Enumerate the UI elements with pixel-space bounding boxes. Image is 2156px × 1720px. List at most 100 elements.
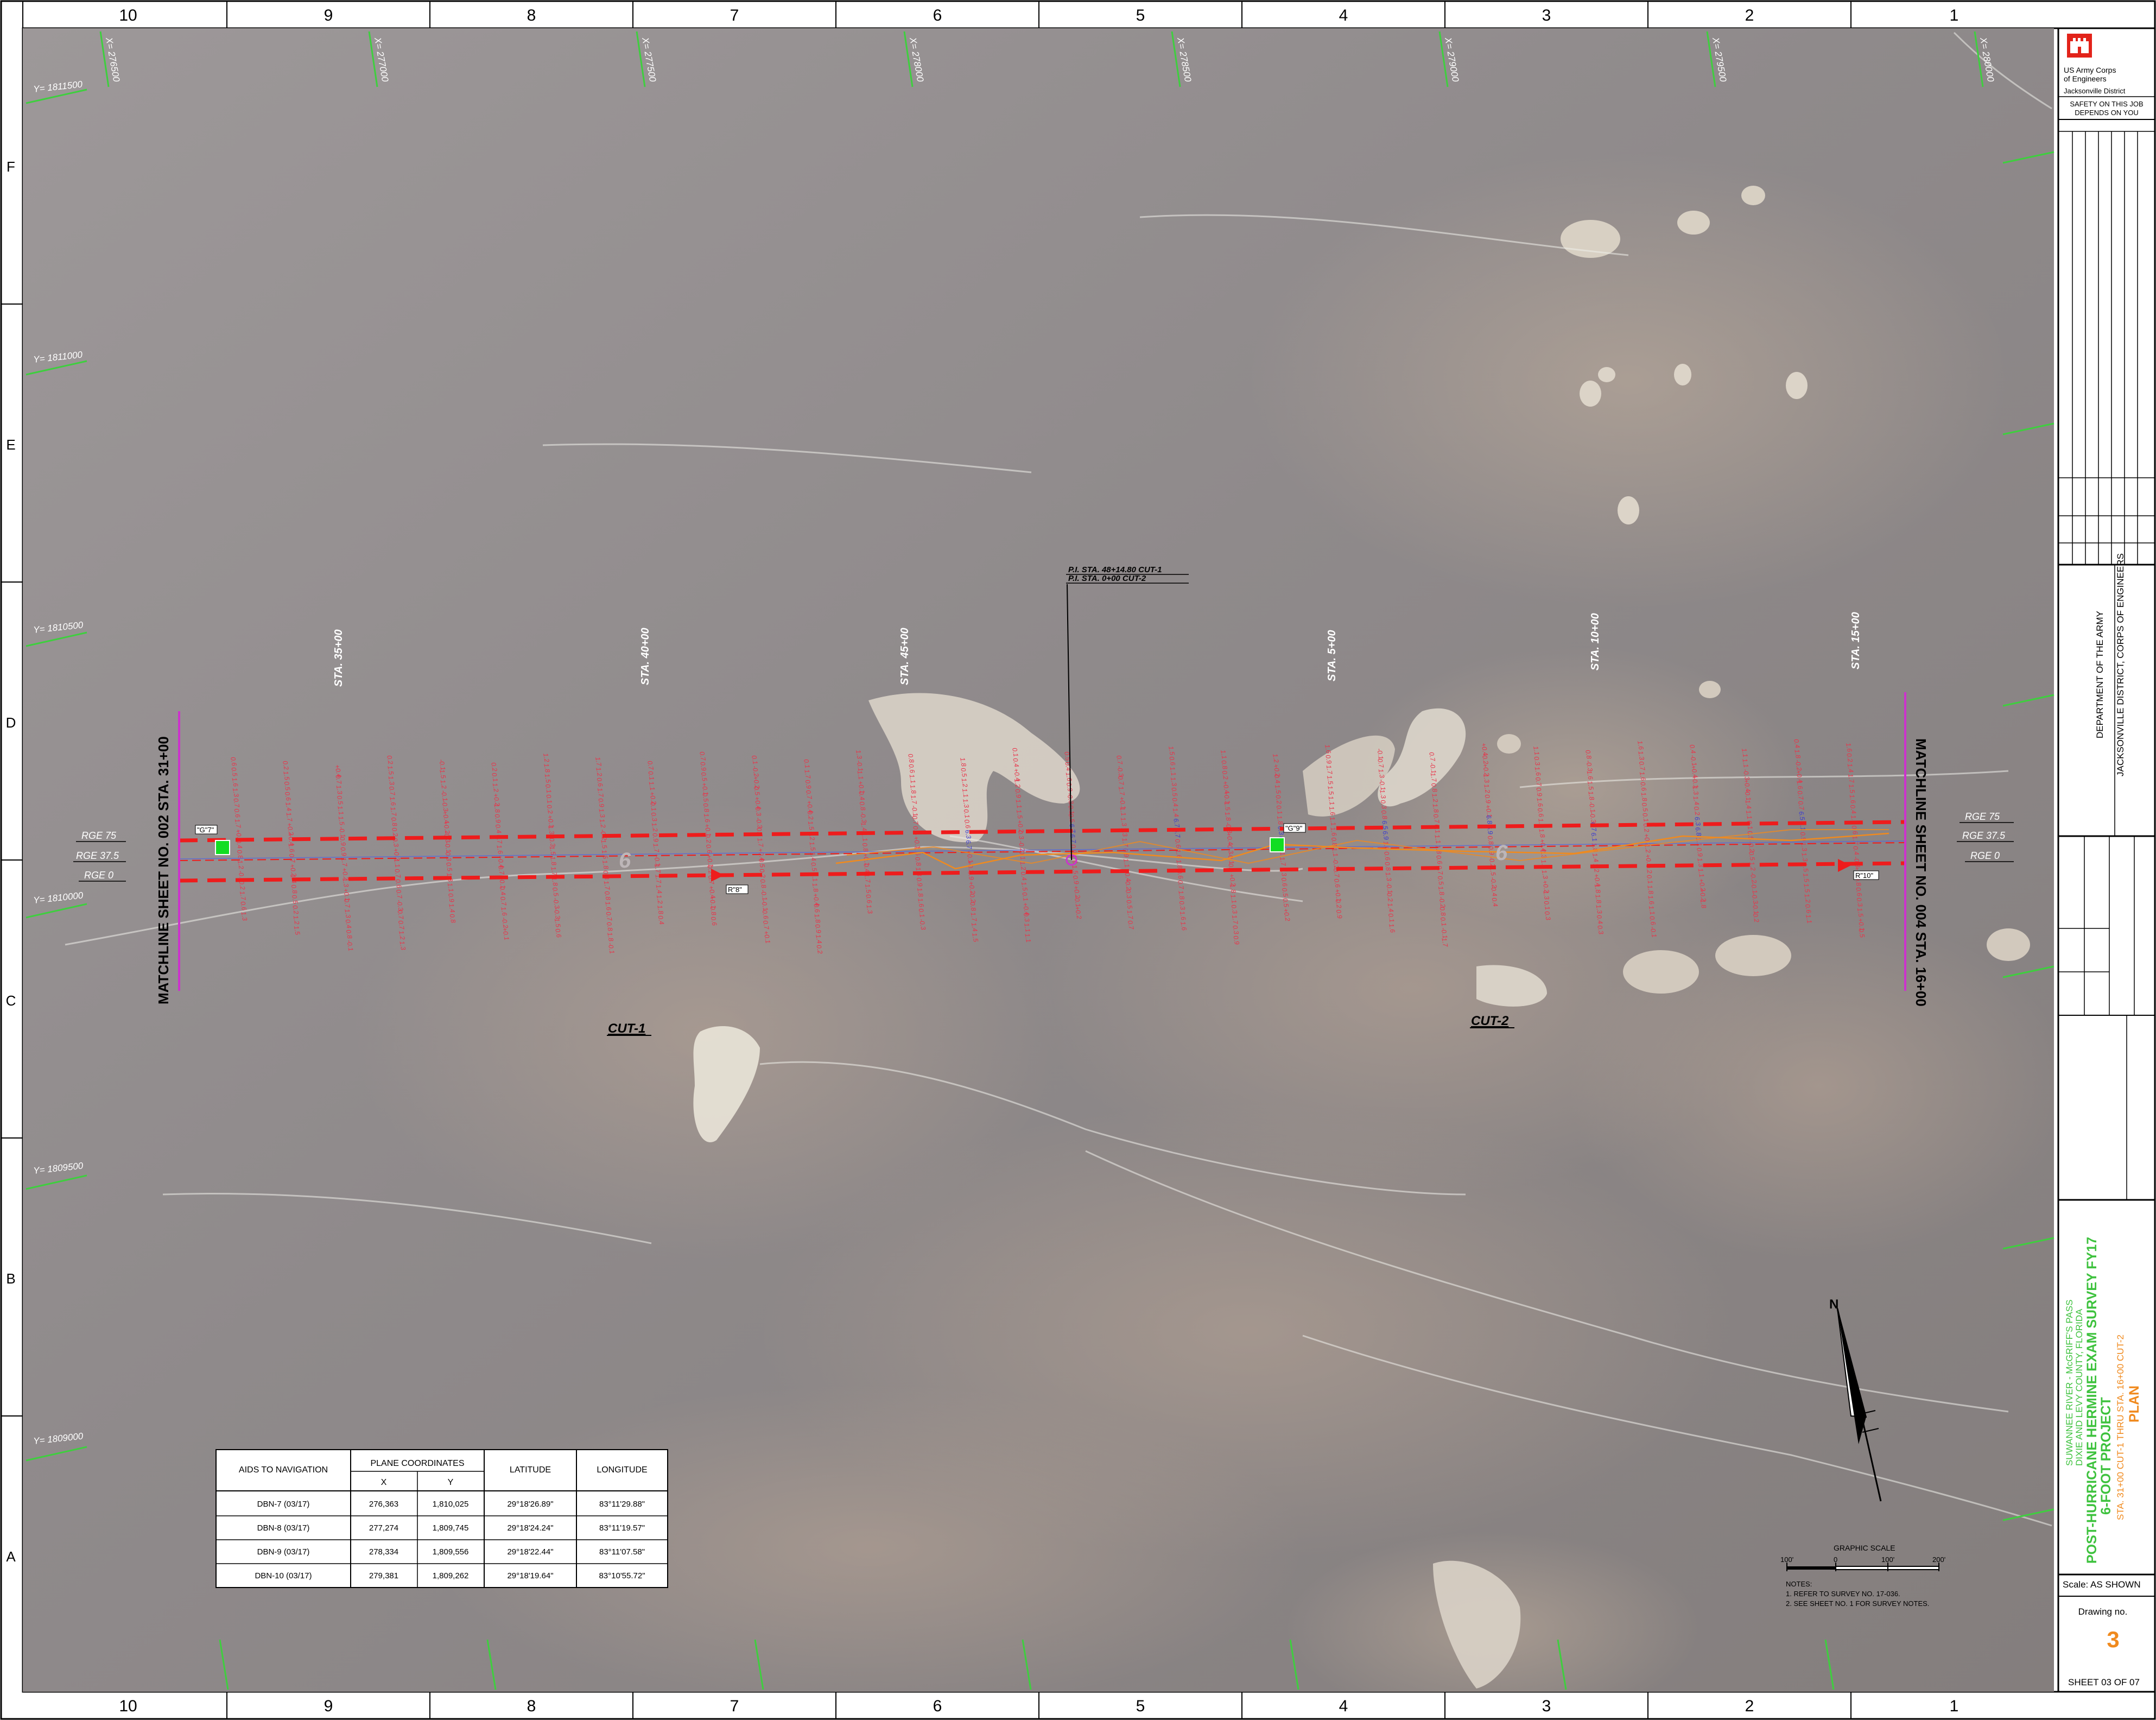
sounding-value: 0.6 — [595, 777, 605, 787]
shoal-patch — [1497, 734, 1521, 754]
sounding-value: -0.1 — [759, 889, 769, 901]
sheet-count: SHEET 03 OF 07 — [2068, 1677, 2140, 1687]
sounding-value: 1.3 — [1696, 857, 1705, 868]
sounding-value: 0.4 — [1688, 744, 1697, 754]
column-label-top: 5 — [1136, 7, 1145, 24]
sounding-value: 0.6 — [1333, 878, 1342, 888]
sounding-value: 6.3 — [1693, 816, 1702, 826]
sounding-value: 0.3 — [1022, 912, 1031, 922]
sounding-value: +0.2 — [752, 775, 762, 789]
sounding-value: +0.2 — [1697, 878, 1707, 892]
sounding-value: 0.3 — [444, 851, 453, 862]
sounding-value: 0.8 — [345, 929, 354, 939]
sounding-value: +0.2 — [492, 793, 502, 807]
sounding-value: 0.9 — [493, 813, 503, 824]
shoal-patch — [1741, 186, 1765, 205]
sounding-transect: 0.10.4+0.41.20.91.11.5+0.20.3-0.20.11.20… — [1011, 747, 1032, 943]
sounding-value: 0.2 — [281, 760, 290, 770]
grid-tick-y — [2002, 1237, 2054, 1250]
sounding-value: 0.6 — [1854, 887, 1863, 897]
sounding-value: 1.6 — [1064, 772, 1074, 782]
safety-text: DEPENDS ON YOU — [2075, 109, 2139, 117]
sounding-value: 1.3 — [961, 798, 971, 808]
sounding-value: 1.1 — [856, 770, 865, 780]
sounding-value: 0.6 — [963, 819, 972, 829]
sounding-transect: +0.40.71.30.51.11.5-0.10.90.91.7+0.21.3+… — [333, 764, 354, 952]
sounding-value: -0.3 — [1750, 892, 1759, 905]
sounding-value: -0.3 — [553, 907, 562, 920]
sounding-value: 1.1 — [961, 788, 970, 798]
sounding-value: 0.5 — [757, 858, 766, 868]
sounding-value: 1.2 — [1271, 753, 1280, 763]
sounding-value: 1.5 — [1273, 784, 1283, 794]
sounding-value: +0.1 — [700, 782, 710, 796]
sounding-value: 1.3 — [1378, 789, 1387, 799]
sounding-value: 1.1 — [1647, 905, 1657, 915]
sounding-value: +0.4 — [811, 893, 821, 907]
sounding-value: 1.4 — [1591, 852, 1600, 863]
table-cell: 1,809,262 — [433, 1571, 469, 1580]
sounding-value: 0.6 — [907, 763, 916, 774]
sounding-value: 1.6 — [702, 813, 712, 823]
table-cell: 83°11'19.57" — [599, 1523, 645, 1533]
sounding-value: 1.5 — [1586, 780, 1595, 791]
table-cell: 29°18'26.89" — [507, 1500, 553, 1509]
sounding-value: 0.7 — [343, 898, 352, 909]
navigation-aids: "G"7" "G"9" R"8" R"10" — [195, 823, 1879, 894]
row-label: F — [7, 159, 15, 175]
sounding-value: 1.8 — [1594, 894, 1603, 904]
sounding-value: 1.3 — [1637, 750, 1646, 761]
sounding-value: +0.1 — [762, 930, 772, 944]
sounding-value: 0.9 — [338, 836, 347, 846]
left-row-strip: F E D C B A — [1, 159, 23, 1565]
sounding-value: +0.4 — [1742, 779, 1752, 793]
sounding-value: 0.1 — [1645, 874, 1654, 884]
sounding-value: 1.5 — [282, 770, 291, 781]
sounding-value: 0.2 — [238, 880, 247, 890]
sounding-value: 0.3 — [1532, 756, 1542, 766]
sounding-value: +0.4 — [1690, 764, 1700, 779]
sounding-value: 1.8 — [1228, 883, 1238, 894]
sounding-transect: 1.11.1-0.3+0.4-0.11.41.10.10.5-0.20.51.2… — [1740, 748, 1761, 923]
sounding-value: 1.8 — [916, 887, 925, 897]
sounding-value: 0.5 — [1857, 928, 1866, 938]
sounding-value: +0.4 — [333, 764, 343, 778]
sounding-value: 0.5 — [1067, 813, 1076, 823]
sounding-value: 1.1 — [1122, 858, 1131, 868]
matchlines: MATCHLINE SHEET NO. 002 STA. 31+00 MATCH… — [155, 692, 1929, 1007]
sounding-value: 1.8 — [1593, 883, 1602, 894]
sounding-value: -0.2 — [1747, 840, 1756, 853]
sounding-value: 0.3 — [1379, 799, 1388, 810]
aid-label: "G"9" — [1285, 824, 1303, 832]
shoal-patch — [1561, 220, 1620, 258]
sounding-value: 1.7 — [233, 818, 243, 829]
sounding-value: 1.8 — [550, 876, 560, 887]
sounding-value: 1.8 — [959, 757, 968, 767]
sounding-value: 0.8 — [1383, 861, 1392, 871]
graphic-scale-title: GRAPHIC SCALE — [1834, 1544, 1895, 1552]
sounding-value: +0.1 — [1222, 791, 1232, 805]
sounding-value: 1.7 — [1440, 937, 1449, 948]
sounding-value: -0.1 — [1648, 926, 1658, 938]
matchline-right-label: MATCHLINE SHEET NO. 004 STA. 16+00 — [1913, 738, 1929, 1007]
sounding-value: +0.2 — [286, 822, 295, 836]
sounding-transect: 1.10.80.2+0.4+0.11.51.8-0.3+0.4-0.3-0.10… — [1219, 749, 1241, 945]
matchline-left-label: MATCHLINE SHEET NO. 002 STA. 31+00 — [155, 736, 172, 1004]
column-label-bottom: 5 — [1136, 1697, 1145, 1715]
sounding-value: -0.2 — [1489, 876, 1498, 889]
sounding-value: +0.4 — [1022, 902, 1031, 916]
sounding-value: 0.9 — [1071, 875, 1081, 885]
sounding-value: 1.6 — [1387, 923, 1397, 933]
sounding-value: 1.1 — [1532, 745, 1541, 756]
sounding-transect: 0.11.70.90.7+0.40.21.50.21.51.40.51.11.8… — [802, 758, 824, 954]
sounding-value: +0.1 — [1690, 775, 1700, 789]
column-label-bottom: 9 — [324, 1697, 333, 1715]
sounding-value: 0.2 — [815, 944, 824, 954]
sounding-transect: -0.10.71.3-0.11.30.30.86.56.91.60.60.81.… — [1375, 748, 1397, 933]
sounding-value: +0.2 — [1282, 908, 1292, 922]
sounding-value: +0.1 — [652, 853, 662, 867]
sounding-value: 1.7 — [285, 812, 294, 823]
sounding-transect: 0.20.11.2+0.21.80.90.40.71.6+0.40.7+0.10… — [490, 762, 511, 941]
plan-label: PLAN — [2127, 1386, 2142, 1422]
sounding-value: 1.6 — [1848, 794, 1857, 804]
